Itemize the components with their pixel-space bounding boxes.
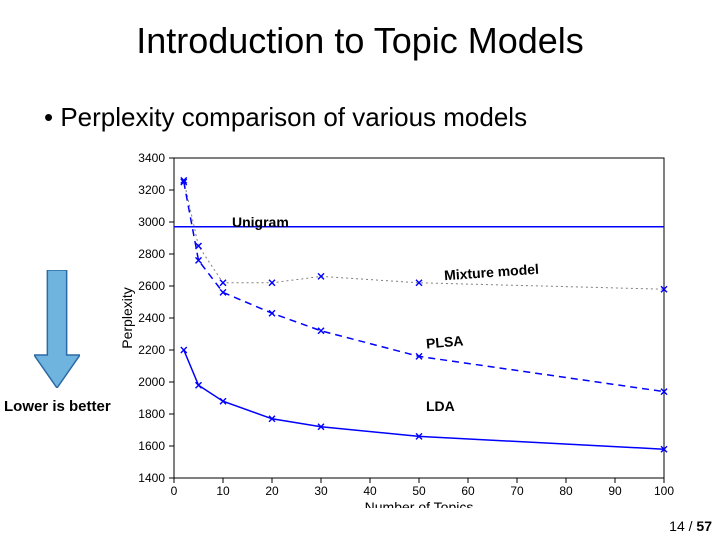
svg-text:1400: 1400: [138, 471, 165, 485]
svg-text:20: 20: [265, 484, 279, 498]
page-number: 14 / 57: [669, 518, 712, 534]
svg-text:40: 40: [363, 484, 377, 498]
svg-text:2000: 2000: [138, 375, 165, 389]
svg-text:30: 30: [314, 484, 328, 498]
svg-text:80: 80: [559, 484, 573, 498]
page-total: 57: [696, 518, 712, 534]
chart-annotation: LDA: [426, 398, 455, 414]
bullet-text: Perplexity comparison of various models: [44, 102, 527, 133]
svg-text:3400: 3400: [138, 151, 165, 165]
svg-text:2400: 2400: [138, 311, 165, 325]
svg-text:10: 10: [216, 484, 230, 498]
svg-text:2600: 2600: [138, 279, 165, 293]
svg-text:3200: 3200: [138, 183, 165, 197]
svg-text:0: 0: [171, 484, 178, 498]
svg-text:50: 50: [412, 484, 426, 498]
svg-text:3000: 3000: [138, 215, 165, 229]
chart-annotation: PLSA: [425, 332, 464, 351]
lower-is-better-label: Lower is better: [4, 398, 111, 415]
svg-text:100: 100: [654, 484, 674, 498]
svg-text:70: 70: [510, 484, 524, 498]
svg-text:Perplexity: Perplexity: [120, 287, 135, 348]
svg-text:2200: 2200: [138, 343, 165, 357]
svg-text:Number of Topics: Number of Topics: [365, 499, 474, 508]
slide-title: Introduction to Topic Models: [0, 20, 720, 62]
page-sep: /: [685, 518, 697, 534]
perplexity-chart: 0 10 20 30 40 50 60 70 80 90 100 1400 1600 1800 2000 22…: [120, 148, 680, 508]
svg-text:60: 60: [461, 484, 475, 498]
svg-text:2800: 2800: [138, 247, 165, 261]
chart-canvas: 0 10 20 30 40 50 60 70 80 90 100 1400 1600 1800 2000 22…: [120, 148, 680, 508]
page-current: 14: [669, 518, 685, 534]
svg-text:1800: 1800: [138, 407, 165, 421]
chart-annotation: Unigram: [232, 214, 289, 230]
down-arrow-icon: [34, 270, 80, 388]
svg-text:1600: 1600: [138, 439, 165, 453]
slide: Introduction to Topic Models Perplexity …: [0, 0, 720, 540]
svg-text:90: 90: [608, 484, 622, 498]
